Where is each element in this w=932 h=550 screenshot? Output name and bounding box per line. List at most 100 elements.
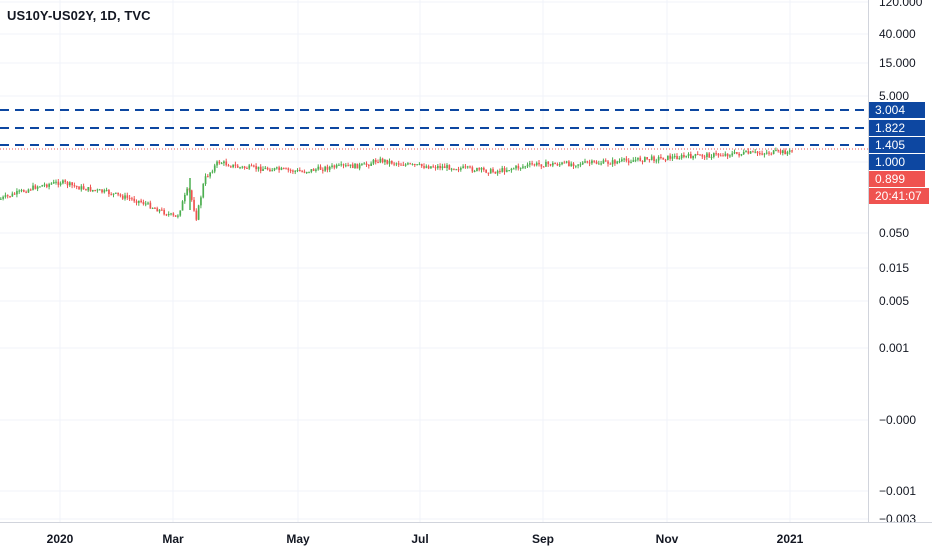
x-tick-label: 2020 xyxy=(47,532,74,546)
level-tag-label: 1.822 xyxy=(875,121,905,135)
candle xyxy=(524,166,527,168)
candle xyxy=(0,198,2,200)
candle xyxy=(416,164,418,166)
candle xyxy=(43,184,46,186)
candle xyxy=(600,163,602,165)
candle xyxy=(616,161,619,164)
candle xyxy=(131,198,133,200)
candle xyxy=(154,207,156,209)
candle xyxy=(335,164,338,168)
horizontal-lines[interactable] xyxy=(0,109,868,150)
candle xyxy=(512,168,515,170)
candle xyxy=(243,166,246,168)
candle xyxy=(315,169,317,171)
candle xyxy=(308,171,310,173)
candle xyxy=(708,153,711,158)
candle xyxy=(623,158,625,160)
candle xyxy=(641,160,644,162)
candle xyxy=(706,153,708,158)
candle xyxy=(476,167,478,171)
candle xyxy=(310,169,313,172)
candle xyxy=(547,161,550,165)
candle xyxy=(457,169,460,171)
candle xyxy=(18,190,21,192)
candle xyxy=(115,192,117,194)
candle xyxy=(368,164,370,166)
candle xyxy=(443,166,446,169)
candle xyxy=(685,155,688,157)
candle xyxy=(184,194,186,202)
candle xyxy=(101,189,103,193)
candle xyxy=(135,201,138,203)
candle xyxy=(632,160,635,162)
candle xyxy=(710,156,713,158)
candle xyxy=(759,153,761,155)
candle xyxy=(664,159,667,161)
candle xyxy=(282,167,285,169)
candle xyxy=(41,185,44,187)
candle xyxy=(62,180,64,184)
candle xyxy=(397,163,400,165)
candle xyxy=(639,157,642,161)
candle xyxy=(575,165,577,167)
candle xyxy=(172,213,175,216)
candle xyxy=(722,155,724,157)
candle xyxy=(119,194,122,196)
candle xyxy=(696,154,699,156)
candle xyxy=(508,170,510,172)
candle xyxy=(204,176,207,184)
candle xyxy=(414,164,416,166)
price-tags: 3.004 1.822 1.405 1.000 0.899 20:41:07 xyxy=(869,102,929,204)
candle xyxy=(483,167,485,170)
candle xyxy=(370,163,372,166)
candle xyxy=(657,156,660,161)
candle xyxy=(561,162,563,165)
candle xyxy=(142,202,145,205)
candle xyxy=(46,184,48,187)
candle xyxy=(473,170,476,172)
level-tag-label: 1.405 xyxy=(875,138,905,152)
candle xyxy=(448,165,451,170)
price-tag-label: 20:41:07 xyxy=(875,189,922,203)
candle xyxy=(167,214,170,216)
candle xyxy=(391,160,393,164)
candle xyxy=(423,166,425,168)
y-tick-label: 120.000 xyxy=(879,0,923,9)
candle xyxy=(729,155,731,157)
x-tick-label: Mar xyxy=(162,532,184,546)
candle xyxy=(680,155,683,159)
candle xyxy=(36,186,39,189)
candle xyxy=(365,163,368,165)
candle xyxy=(294,170,297,172)
candle xyxy=(510,168,513,171)
time-axis[interactable]: 2020 Mar May Jul Sep Nov 2021 xyxy=(0,522,932,547)
candle xyxy=(103,190,106,193)
candle xyxy=(607,161,609,164)
candle xyxy=(23,190,25,192)
candle xyxy=(669,155,671,159)
candle xyxy=(432,166,435,168)
y-tick-label: −0.001 xyxy=(879,484,916,498)
candle xyxy=(262,169,264,172)
candle xyxy=(586,161,589,163)
candle xyxy=(57,181,60,185)
candle xyxy=(699,154,701,156)
candle xyxy=(299,170,301,172)
candle xyxy=(133,198,136,202)
candle xyxy=(634,159,637,161)
candle xyxy=(496,170,499,174)
candle xyxy=(747,151,750,154)
level-tag xyxy=(869,102,925,118)
candle xyxy=(292,170,294,172)
candle xyxy=(526,164,529,167)
candle xyxy=(6,195,9,197)
candle xyxy=(724,153,727,156)
candle xyxy=(241,166,244,168)
candle xyxy=(731,153,734,156)
candle xyxy=(351,164,354,169)
candle xyxy=(715,153,717,155)
candle xyxy=(181,201,184,211)
price-axis[interactable]: 120.000 40.000 15.000 5.000 1.000 0.050 0.015 0… xyxy=(868,0,923,526)
